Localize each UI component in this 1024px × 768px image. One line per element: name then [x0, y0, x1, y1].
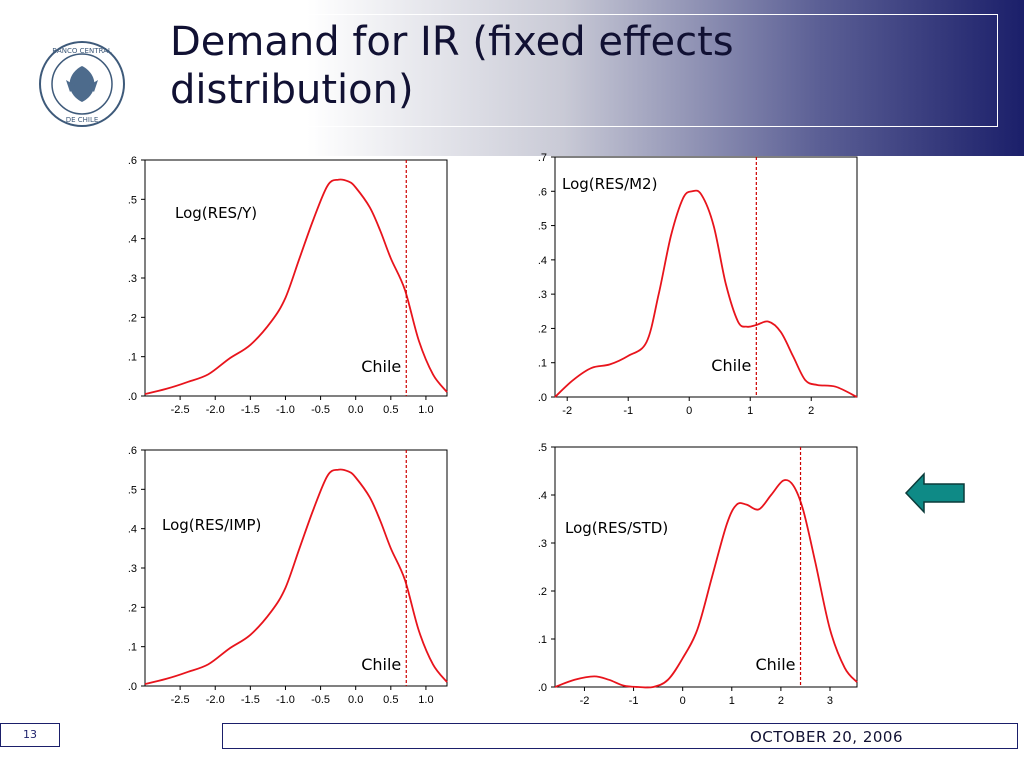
density-chart-res-y: .0 .1 .2 .3 .4 .5 .6 -2.5 -2.0 -1.5 -1.0 -0.5 0.0 0.5… — [128, 155, 448, 416]
chile-label: Chile — [361, 357, 401, 376]
density-chart-res-std: .0 .1 .2 .3 .4 .5 -2 -1 0 1 2 3 Log(RES/STD) Chile — [538, 442, 858, 707]
y-tick-label: .3 — [538, 289, 547, 301]
x-tick-label: -2.5 — [171, 404, 190, 416]
footer-date-box: OCTOBER 20, 2006 — [222, 723, 1018, 749]
x-tick-label: 2 — [808, 405, 814, 417]
header-band — [0, 0, 1024, 156]
y-tick-label: .0 — [538, 392, 547, 404]
page-title: Demand for IR (fixed effects distributio… — [170, 19, 734, 113]
x-tick-label: 2 — [778, 695, 784, 707]
y-tick-label: .3 — [538, 538, 547, 550]
y-tick-label: .5 — [538, 221, 547, 233]
density-curve — [554, 479, 858, 689]
left-arrow-icon[interactable] — [904, 472, 966, 514]
x-tick-label: 1 — [747, 405, 753, 417]
x-tick-label: -2.5 — [171, 694, 190, 706]
series-label: Log(RES/IMP) — [162, 516, 261, 534]
y-tick-label: .1 — [128, 642, 137, 654]
y-tick-label: .4 — [538, 490, 547, 502]
y-tick-label: .0 — [538, 682, 547, 694]
y-tick-label: .1 — [538, 634, 547, 646]
y-tick-label: .3 — [128, 273, 137, 285]
y-tick-label: .7 — [538, 152, 547, 164]
x-tick-label: 0 — [686, 405, 692, 417]
x-tick-label: 0.5 — [383, 404, 398, 416]
x-tick-label: -1 — [623, 405, 633, 417]
plot-frame — [554, 446, 858, 688]
density-chart-res-m2: .0 .1 .2 .3 .4 .5 .6 .7 -2 -1 0 1 2 Log(RES/M2) Chile — [538, 152, 858, 417]
footer-date: OCTOBER 20, 2006 — [749, 728, 903, 746]
x-tick-label: 3 — [827, 695, 833, 707]
y-tick-label: .1 — [128, 352, 137, 364]
x-tick-label: 1.0 — [418, 404, 433, 416]
y-tick-label: .2 — [128, 602, 137, 614]
y-tick-label: .3 — [128, 563, 137, 575]
page-number: 13 — [23, 728, 37, 741]
y-tick-label: .6 — [538, 186, 547, 198]
plot-frame — [144, 449, 448, 687]
chile-label: Chile — [711, 356, 751, 375]
x-tick-label: -1.5 — [241, 404, 260, 416]
y-tick-label: .5 — [128, 484, 137, 496]
y-tick-label: .1 — [538, 358, 547, 370]
plot-frame — [144, 159, 448, 397]
y-tick-label: .5 — [128, 194, 137, 206]
x-tick-label: -1 — [629, 695, 639, 707]
density-curve — [144, 178, 448, 395]
y-tick-label: .0 — [128, 681, 137, 693]
x-tick-label: 0.0 — [348, 404, 363, 416]
x-tick-label: 0 — [680, 695, 686, 707]
y-tick-label: .5 — [538, 442, 547, 454]
y-tick-label: .2 — [128, 312, 137, 324]
page-number-box: 13 — [0, 723, 60, 747]
y-tick-label: .0 — [128, 391, 137, 403]
series-label: Log(RES/M2) — [562, 175, 657, 193]
logo-text-top: BANCO CENTRAL — [52, 47, 112, 55]
y-tick-label: .6 — [128, 155, 137, 167]
y-tick-label: .2 — [538, 586, 547, 598]
x-tick-label: 1.0 — [418, 694, 433, 706]
x-tick-label: -2 — [580, 695, 590, 707]
x-tick-label: -0.5 — [311, 694, 330, 706]
central-bank-seal-icon: BANCO CENTRAL DE CHILE — [39, 41, 125, 127]
x-tick-label: -0.5 — [311, 404, 330, 416]
density-chart-res-imp: .0 .1 .2 .3 .4 .5 .6 -2.5 -2.0 -1.5 -1.0 -0.5 0.0 0.5… — [128, 445, 448, 706]
x-tick-label: -1.0 — [276, 404, 295, 416]
y-tick-label: .4 — [128, 524, 137, 536]
x-tick-label: -2.0 — [206, 694, 225, 706]
y-tick-label: .2 — [538, 323, 547, 335]
series-label: Log(RES/Y) — [175, 204, 257, 222]
y-tick-label: .4 — [538, 255, 547, 267]
x-tick-label: 0.5 — [383, 694, 398, 706]
logo-text-bottom: DE CHILE — [66, 116, 99, 124]
plot-frame — [554, 156, 858, 398]
y-tick-label: .4 — [128, 234, 137, 246]
x-tick-label: 1 — [729, 695, 735, 707]
x-tick-label: -2 — [562, 405, 572, 417]
y-tick-label: .6 — [128, 445, 137, 457]
x-tick-label: -1.0 — [276, 694, 295, 706]
x-tick-label: -2.0 — [206, 404, 225, 416]
density-curve — [554, 189, 858, 398]
title-frame — [158, 14, 998, 127]
density-curve — [144, 468, 448, 685]
chile-label: Chile — [755, 655, 795, 674]
x-tick-label: 0.0 — [348, 694, 363, 706]
chile-label: Chile — [361, 655, 401, 674]
series-label: Log(RES/STD) — [565, 519, 668, 537]
x-tick-label: -1.5 — [241, 694, 260, 706]
